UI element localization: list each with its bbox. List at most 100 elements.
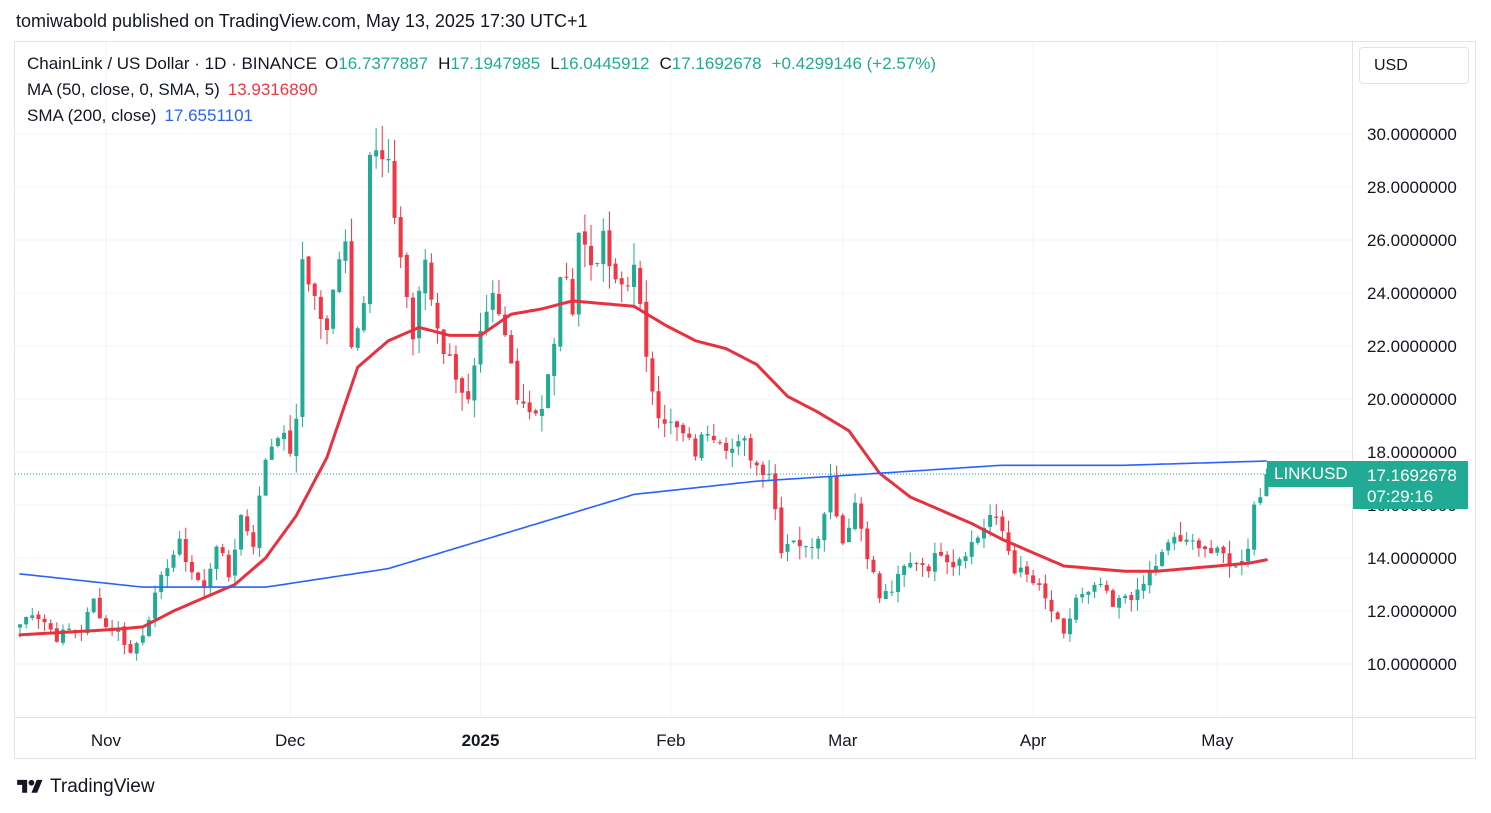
legend-o-label: O: [325, 54, 339, 73]
candle-body: [859, 503, 864, 529]
x-tick-label: Dec: [275, 731, 306, 750]
candle-body: [1092, 584, 1097, 592]
candle-body: [275, 438, 280, 447]
candle-body: [1129, 595, 1134, 601]
candle-body: [269, 446, 274, 460]
candle-body: [460, 378, 465, 393]
candle-body: [1110, 590, 1115, 607]
legend-o-value: 16.7377887: [338, 54, 429, 73]
candle-body: [97, 597, 102, 619]
candle-body: [877, 573, 882, 599]
candle-body: [435, 302, 440, 329]
candle-body: [48, 623, 53, 630]
candle-body: [1141, 583, 1146, 591]
tradingview-brand[interactable]: TradingView: [16, 776, 155, 798]
y-tick-label: 26.0000000: [1367, 231, 1457, 250]
legend-sma200-row[interactable]: SMA (200, close) 17.6551101: [27, 106, 257, 126]
candle-body: [601, 230, 606, 265]
candle-body: [91, 598, 96, 613]
candle-body: [1080, 594, 1085, 598]
candle-body: [1233, 566, 1238, 568]
candle-body: [337, 259, 342, 293]
candle-body: [226, 554, 231, 578]
sma200-line: [19, 460, 1268, 588]
legend-symbol[interactable]: ChainLink / US Dollar · 1D · BINANCE: [27, 54, 318, 73]
y-tick-label: 30.0000000: [1367, 125, 1457, 144]
candle-body: [693, 438, 698, 457]
candle-body: [582, 231, 587, 245]
ma50-line: [18, 299, 1268, 637]
y-tick-label: 24.0000000: [1367, 284, 1457, 303]
y-tick-label: 20.0000000: [1367, 390, 1457, 409]
candle-body: [785, 544, 790, 552]
candle-body: [914, 563, 919, 565]
candle-body: [18, 624, 22, 628]
candle-body: [742, 438, 747, 441]
candle-body: [546, 374, 551, 409]
candle-body: [926, 566, 931, 572]
legend-sma200-value: 17.6551101: [164, 106, 254, 125]
candle-body: [1049, 599, 1054, 612]
candle-body: [1221, 546, 1226, 554]
x-tick-label: 2025: [462, 731, 500, 750]
candle-body: [331, 289, 336, 329]
candle-body: [638, 268, 643, 304]
candle-body: [558, 277, 563, 347]
candle-body: [165, 568, 170, 577]
candle-body: [263, 459, 268, 496]
candle-body: [251, 532, 256, 547]
legend-l-label: L: [550, 54, 560, 73]
candle-body: [846, 527, 851, 543]
candle-body: [196, 572, 201, 580]
y-tick-label: 10.0000000: [1367, 655, 1457, 674]
candle-body: [1117, 597, 1122, 608]
candle-body: [607, 230, 612, 267]
currency-selector[interactable]: USD: [1359, 47, 1469, 84]
candle-body: [429, 262, 434, 300]
candle-body: [619, 278, 624, 285]
y-tick-label: 22.0000000: [1367, 337, 1457, 356]
candle-body: [318, 296, 323, 319]
candle-body: [1227, 553, 1232, 567]
candle-body: [736, 441, 741, 447]
candle-body: [705, 433, 710, 436]
candle-body: [1061, 618, 1066, 634]
candle-body: [306, 256, 311, 285]
legend-l-value: 16.0445912: [559, 54, 650, 73]
candle-body: [791, 540, 796, 543]
candle-body: [484, 311, 489, 332]
candle-body: [779, 507, 784, 554]
candle-body: [257, 495, 262, 548]
candle-body: [472, 365, 477, 401]
candle-body: [589, 245, 594, 266]
candle-body: [24, 616, 29, 625]
tradingview-logo-icon: [17, 779, 43, 793]
candle-body: [189, 561, 194, 573]
candle-body: [171, 554, 176, 568]
legend-ma50-row[interactable]: MA (50, close, 0, SMA, 5) 13.9316890: [27, 80, 322, 100]
candle-body: [963, 556, 968, 561]
candle-body: [521, 401, 526, 404]
candle-body: [374, 150, 379, 157]
candle-body: [773, 473, 778, 510]
candle-body: [748, 438, 753, 461]
candle-body: [730, 448, 735, 453]
candle-body: [159, 574, 164, 592]
candle-body: [282, 432, 287, 440]
candle-body: [853, 502, 858, 529]
candle-body: [325, 318, 329, 331]
candle-body: [533, 410, 538, 414]
candle-body: [134, 642, 139, 654]
candle-body: [1147, 572, 1152, 586]
candle-body: [386, 159, 391, 161]
candle-body: [312, 283, 317, 297]
x-tick-label: Mar: [828, 731, 858, 750]
candle-body: [951, 561, 956, 568]
candle-body: [1067, 618, 1072, 635]
candle-body: [644, 301, 649, 357]
candle-body: [417, 290, 422, 339]
candle-body: [527, 402, 532, 413]
candle-body: [300, 259, 305, 417]
candle-body: [392, 160, 397, 218]
